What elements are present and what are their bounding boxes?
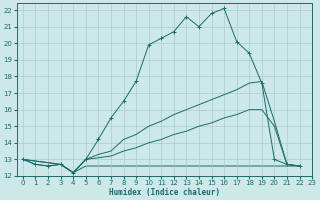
X-axis label: Humidex (Indice chaleur): Humidex (Indice chaleur) — [109, 188, 220, 197]
